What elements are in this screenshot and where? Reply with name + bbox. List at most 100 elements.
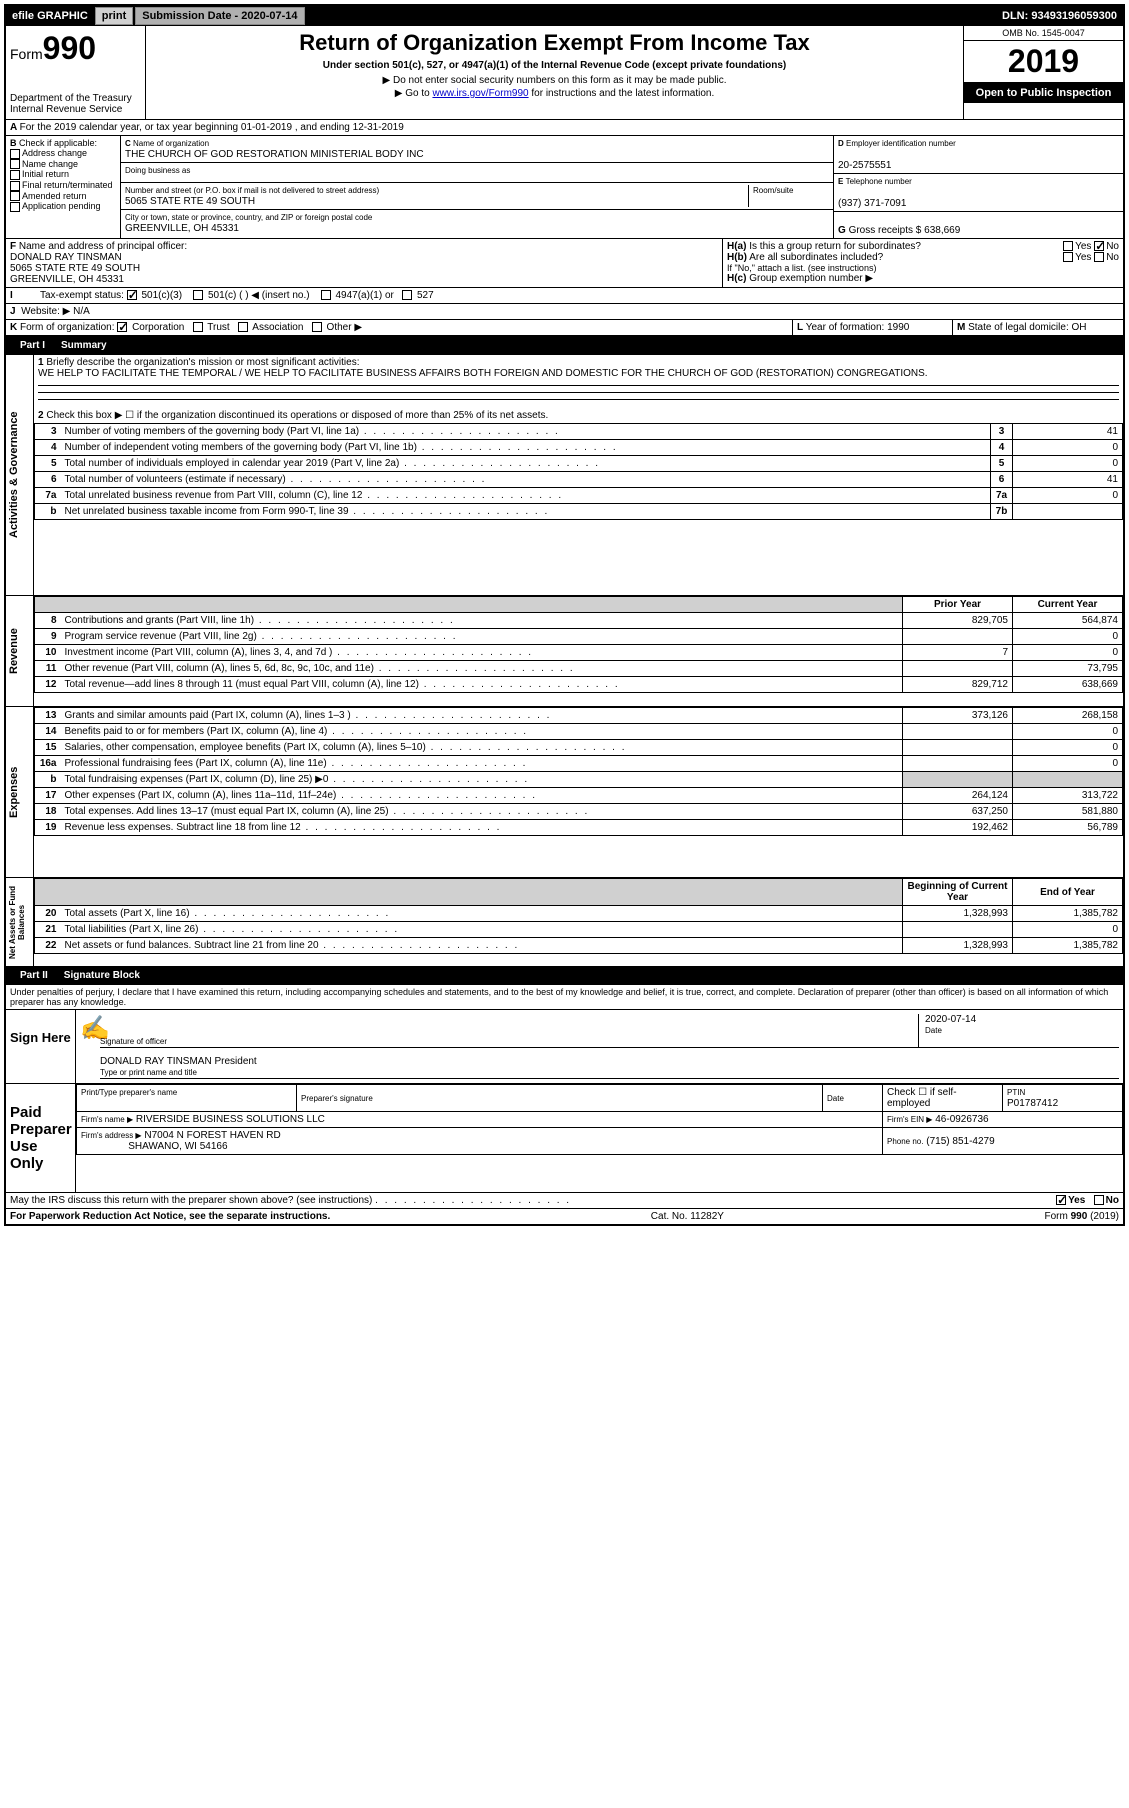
sig-date-col: 2020-07-14 Date xyxy=(919,1014,1119,1048)
officer-sig-line: Signature of officer xyxy=(100,1014,919,1048)
q2-block: 2 Check this box ▶ ☐ if the organization… xyxy=(34,408,1123,423)
h-a-text: Is this a group return for subordinates? xyxy=(749,241,921,252)
checkbox-assoc[interactable] xyxy=(238,322,248,332)
ptin-label: PTIN xyxy=(1007,1088,1025,1097)
prep-date-label: Date xyxy=(827,1094,844,1103)
sig-date-label: Date xyxy=(925,1026,942,1035)
checkbox-hb-yes[interactable] xyxy=(1063,252,1073,262)
org-name-field: C Name of organization THE CHURCH OF GOD… xyxy=(121,136,833,163)
checkbox-ha-yes[interactable] xyxy=(1063,241,1073,251)
ein-field: D Employer identification number 20-2575… xyxy=(834,136,1123,174)
checkbox-final-return[interactable] xyxy=(10,181,20,191)
checkbox-527[interactable] xyxy=(402,290,412,300)
gross-label: Gross receipts $ xyxy=(849,225,922,236)
table-header-row: Prior YearCurrent Year xyxy=(35,597,1123,613)
preparer-table: Print/Type preparer's name Preparer's si… xyxy=(76,1084,1123,1155)
year-form-value: 1990 xyxy=(887,322,909,333)
box-c: C Name of organization THE CHURCH OF GOD… xyxy=(121,136,833,238)
header-center: Return of Organization Exempt From Incom… xyxy=(146,26,963,119)
checkbox-application-pending[interactable] xyxy=(10,202,20,212)
checkbox-trust[interactable] xyxy=(193,322,203,332)
h-c-row: H(c) Group exemption number ▶ xyxy=(727,273,1119,284)
officer-name: DONALD RAY TINSMAN xyxy=(10,252,122,263)
table-row: 4Number of independent voting members of… xyxy=(35,440,1123,456)
gov-content: 1 Briefly describe the organization's mi… xyxy=(34,355,1123,595)
top-bar: efile GRAPHIC print Submission Date - 20… xyxy=(6,6,1123,26)
sign-here-fields: ✍ Signature of officer 2020-07-14 Date D… xyxy=(76,1010,1123,1083)
checkbox-501c[interactable] xyxy=(193,290,203,300)
room-col: Room/suite xyxy=(749,185,829,207)
gov-vert-label-col: Activities & Governance xyxy=(6,355,34,595)
checkbox-discuss-yes[interactable] xyxy=(1056,1195,1066,1205)
type-label: Type or print name and title xyxy=(100,1068,197,1077)
org-city: GREENVILLE, OH 45331 xyxy=(125,223,239,234)
phone-label: Telephone number xyxy=(846,177,912,186)
checkbox-initial-return[interactable] xyxy=(10,170,20,180)
rev-vert-label: Revenue xyxy=(6,596,22,706)
opt-final-return: Final return/terminated xyxy=(22,180,113,190)
table-row: 13Grants and similar amounts paid (Part … xyxy=(35,708,1123,724)
exp-vert-label: Expenses xyxy=(6,707,22,877)
checkbox-address-change[interactable] xyxy=(10,149,20,159)
street-col: Number and street (or P.O. box if mail i… xyxy=(125,185,749,207)
checkbox-hb-no[interactable] xyxy=(1094,252,1104,262)
form990-link[interactable]: www.irs.gov/Form990 xyxy=(432,88,528,99)
box-l: L Year of formation: 1990 xyxy=(793,320,953,335)
box-b-label: Check if applicable: xyxy=(19,138,97,148)
box-k: K Form of organization: Corporation Trus… xyxy=(6,320,793,335)
table-row: 3Number of voting members of the governi… xyxy=(35,424,1123,440)
footer-left: For Paperwork Reduction Act Notice, see … xyxy=(10,1211,330,1222)
checkbox-amended-return[interactable] xyxy=(10,191,20,201)
form-org-label: Form of organization: xyxy=(20,322,115,333)
no-label-2: No xyxy=(1106,252,1119,263)
checkbox-corp[interactable] xyxy=(117,322,127,332)
prep-sig-cell: Preparer's signature xyxy=(297,1085,823,1112)
revenue-section: Revenue Prior YearCurrent Year8Contribut… xyxy=(6,595,1123,706)
firm-addr1: N7004 N FOREST HAVEN RD xyxy=(144,1130,280,1141)
discuss-row: May the IRS discuss this return with the… xyxy=(6,1192,1123,1208)
table-row: bNet unrelated business taxable income f… xyxy=(35,504,1123,520)
dln-label: DLN: 93493196059300 xyxy=(996,8,1123,24)
form-warn1: ▶ Do not enter social security numbers o… xyxy=(150,75,959,86)
print-button[interactable]: print xyxy=(95,7,133,25)
opt-assoc: Association xyxy=(252,322,303,333)
opt-amended-return: Amended return xyxy=(22,191,87,201)
expenses-section: Expenses 13Grants and similar amounts pa… xyxy=(6,706,1123,877)
checkbox-other[interactable] xyxy=(312,322,322,332)
box-m: M State of legal domicile: OH xyxy=(953,320,1123,335)
checkbox-discuss-no[interactable] xyxy=(1094,1195,1104,1205)
part1-header: Part I Summary xyxy=(6,336,1123,355)
net-content: Beginning of Current YearEnd of Year20To… xyxy=(34,878,1123,966)
ein-value: 20-2575551 xyxy=(838,160,891,171)
h-a-row: H(a) Is this a group return for subordin… xyxy=(727,241,1119,252)
checkbox-4947[interactable] xyxy=(321,290,331,300)
sig-officer-label: Signature of officer xyxy=(100,1037,167,1046)
box-b: B Check if applicable: Address change Na… xyxy=(6,136,121,238)
website-label: Website: ▶ xyxy=(21,306,70,317)
prep-name-cell: Print/Type preparer's name xyxy=(77,1085,297,1112)
table-row: 17Other expenses (Part IX, column (A), l… xyxy=(35,788,1123,804)
table-row: 18Total expenses. Add lines 13–17 (must … xyxy=(35,804,1123,820)
table-row: bTotal fundraising expenses (Part IX, co… xyxy=(35,772,1123,788)
checkbox-ha-no[interactable] xyxy=(1094,241,1104,251)
form-warn2: ▶ Go to www.irs.gov/Form990 for instruct… xyxy=(150,88,959,99)
phone-value: (937) 371-7091 xyxy=(838,198,906,209)
form-990-number: 990 xyxy=(43,30,96,66)
form-page: efile GRAPHIC print Submission Date - 20… xyxy=(4,4,1125,1226)
firm-addr2: SHAWANO, WI 54166 xyxy=(128,1141,227,1152)
part2-label: Part II xyxy=(12,968,56,983)
discuss-text: May the IRS discuss this return with the… xyxy=(10,1195,979,1206)
form-label: Form xyxy=(10,46,43,62)
discuss-no: No xyxy=(1106,1195,1119,1206)
part1-body: Activities & Governance 1 Briefly descri… xyxy=(6,355,1123,595)
officer-addr2: GREENVILLE, OH 45331 xyxy=(10,274,124,285)
dept-label: Department of the Treasury xyxy=(10,93,141,104)
table-row: 11Other revenue (Part VIII, column (A), … xyxy=(35,661,1123,677)
officer-group-row: F Name and address of principal officer:… xyxy=(6,239,1123,288)
net-vert-col: Net Assets or Fund Balances xyxy=(6,878,34,966)
checkbox-501c3[interactable] xyxy=(127,290,137,300)
officer-name-line: DONALD RAY TINSMAN President Type or pri… xyxy=(100,1056,1119,1079)
paid-prep-label: Paid Preparer Use Only xyxy=(6,1084,76,1192)
checkbox-name-change[interactable] xyxy=(10,159,20,169)
opt-address-change: Address change xyxy=(22,148,87,158)
